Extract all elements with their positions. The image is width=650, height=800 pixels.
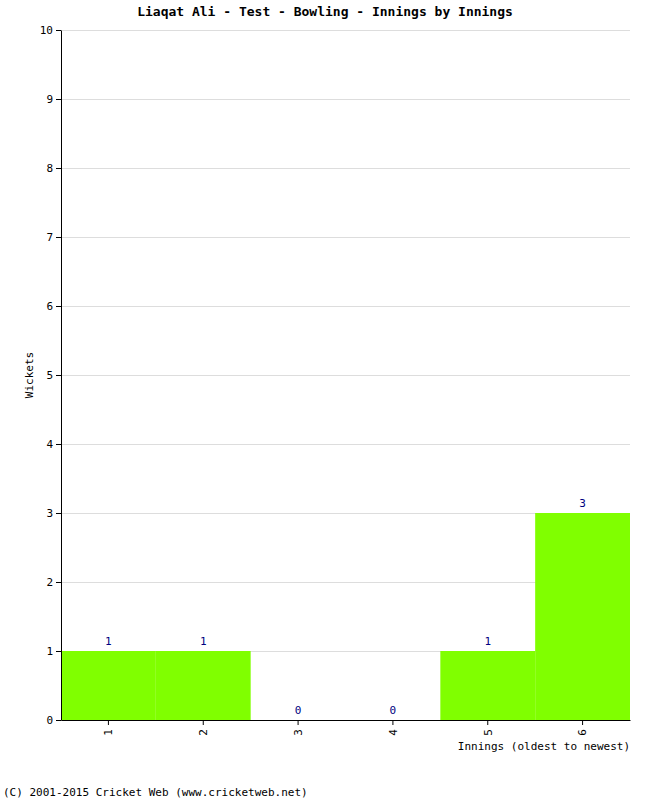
bar xyxy=(535,513,630,720)
tick: 3 xyxy=(46,507,61,520)
bar xyxy=(440,651,535,720)
tick: 8 xyxy=(46,162,61,175)
tick-mark xyxy=(56,168,61,169)
tick: 2 xyxy=(46,576,61,589)
tick-label: 2 xyxy=(46,576,53,589)
tick: 5 xyxy=(46,369,61,382)
tick-mark xyxy=(392,720,393,725)
tick: 6 xyxy=(576,720,589,736)
tick-mark xyxy=(56,375,61,376)
grid-line xyxy=(61,306,630,307)
tick-mark xyxy=(298,720,299,725)
bar xyxy=(61,651,156,720)
tick-label: 8 xyxy=(46,162,53,175)
data-label: 0 xyxy=(390,704,397,717)
bar xyxy=(251,720,346,721)
tick-mark xyxy=(487,720,488,725)
tick: 6 xyxy=(46,300,61,313)
tick: 1 xyxy=(46,645,61,658)
grid xyxy=(61,31,630,721)
tick-mark xyxy=(108,720,109,725)
title: Liaqat Ali - Test - Bowling - Innings by… xyxy=(137,4,513,19)
tick: 0 xyxy=(46,714,61,727)
tick-label: 0 xyxy=(46,714,53,727)
tick-label: 6 xyxy=(576,729,589,736)
tick-mark xyxy=(582,720,583,725)
y-axis-title: Wickets xyxy=(23,352,36,398)
grid-line xyxy=(61,99,630,100)
tick: 5 xyxy=(482,720,495,736)
grid-line xyxy=(61,237,630,238)
x-axis-title: Innings (oldest to newest) xyxy=(458,740,630,753)
tick-label: 1 xyxy=(102,729,115,736)
tick-mark xyxy=(56,30,61,31)
tick-label: 3 xyxy=(46,507,53,520)
tick-mark xyxy=(56,582,61,583)
bars xyxy=(61,513,630,720)
grid-line xyxy=(61,375,630,376)
tick-label: 5 xyxy=(46,369,53,382)
tick: 3 xyxy=(292,720,305,736)
tick-mark xyxy=(56,237,61,238)
tick: 9 xyxy=(46,93,61,106)
data-label: 1 xyxy=(200,635,207,648)
bar xyxy=(156,651,251,720)
tick-mark xyxy=(56,444,61,445)
y-axis: 0 1 2 3 4 5 6 7 8 9 10 xyxy=(40,24,62,727)
tick-mark xyxy=(56,513,61,514)
data-label: 1 xyxy=(105,635,112,648)
tick-mark xyxy=(56,720,61,721)
tick-label: 10 xyxy=(40,24,53,37)
tick-mark xyxy=(56,306,61,307)
grid-line xyxy=(61,30,630,31)
tick-label: 6 xyxy=(46,300,53,313)
annotation: (C) 2001-2015 Cricket Web (www.cricketwe… xyxy=(3,786,308,799)
tick: 2 xyxy=(197,720,210,736)
axis-line xyxy=(61,31,62,721)
tick-label: 2 xyxy=(197,729,210,736)
tick: 4 xyxy=(387,720,400,736)
data-labels: 1 1 0 0 1 3 xyxy=(105,497,586,717)
background xyxy=(0,0,650,800)
tick: 4 xyxy=(46,438,61,451)
tick: 7 xyxy=(46,231,61,244)
x-axis: 1 2 3 4 5 6 xyxy=(62,720,631,736)
tick-label: 3 xyxy=(292,729,305,736)
tick-label: 4 xyxy=(46,438,53,451)
tick-label: 4 xyxy=(387,729,400,736)
tick-mark xyxy=(56,651,61,652)
tick-label: 5 xyxy=(482,729,495,736)
data-label: 3 xyxy=(579,497,586,510)
tick-label: 9 xyxy=(46,93,53,106)
tick-mark xyxy=(203,720,204,725)
grid-line xyxy=(61,720,630,721)
grid-line xyxy=(61,444,630,445)
axis-line xyxy=(62,720,631,721)
tick: 10 xyxy=(40,24,61,37)
tick: 1 xyxy=(102,720,115,736)
chart: 012345678910123456110013Liaqat Ali - Tes… xyxy=(0,0,650,800)
grid-line xyxy=(61,168,630,169)
bar xyxy=(346,720,441,721)
tick-label: 7 xyxy=(46,231,53,244)
data-label: 1 xyxy=(484,635,491,648)
data-label: 0 xyxy=(295,704,302,717)
tick-mark xyxy=(56,99,61,100)
tick-label: 1 xyxy=(46,645,53,658)
